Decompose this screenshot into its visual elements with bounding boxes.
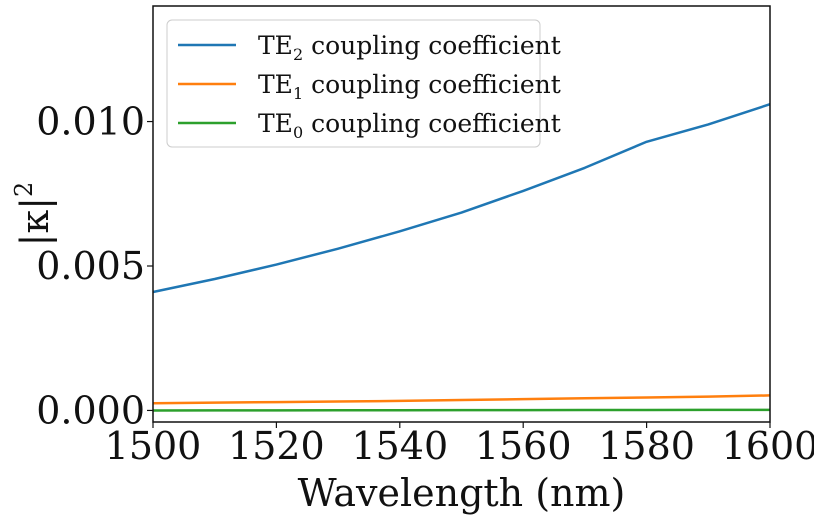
series-layer (152, 103, 771, 412)
y-tick-label: 0.005 (36, 244, 145, 288)
x-axis-label: Wavelength (nm) (298, 471, 626, 515)
x-tick-label: 1500 (105, 424, 202, 468)
y-axis-label-symbol: |κ| (13, 197, 57, 246)
plot-frame (152, 5, 771, 423)
legend-label: TE0 coupling coefficient (258, 109, 561, 142)
series-line-te0 (152, 408, 771, 412)
y-tick-label: 0.010 (36, 100, 145, 144)
y-axis-label-exponent: 2 (10, 182, 38, 197)
series-line-te1 (152, 394, 771, 405)
x-axis-ticks: 1500 1520 1540 1560 1580 1600 (105, 422, 814, 468)
x-tick-label: 1560 (475, 424, 572, 468)
legend-label: TE2 coupling coefficient (258, 31, 561, 64)
svg-text:|κ|2: |κ|2 (10, 182, 57, 247)
x-tick-label: 1520 (228, 424, 325, 468)
legend-frame (166, 19, 541, 148)
series-line-te2 (152, 103, 771, 294)
legend-label: TE1 coupling coefficient (258, 70, 561, 103)
y-tick-label: 0.000 (36, 388, 145, 432)
y-axis-label: |κ|2 (10, 182, 57, 247)
x-tick-label: 1600 (722, 424, 814, 468)
x-tick-label: 1540 (351, 424, 448, 468)
x-tick-label: 1580 (598, 424, 695, 468)
legend: TE2 coupling coefficient TE1 coupling coe… (166, 19, 561, 148)
y-axis-ticks: 0.000 0.005 0.010 (36, 100, 153, 432)
